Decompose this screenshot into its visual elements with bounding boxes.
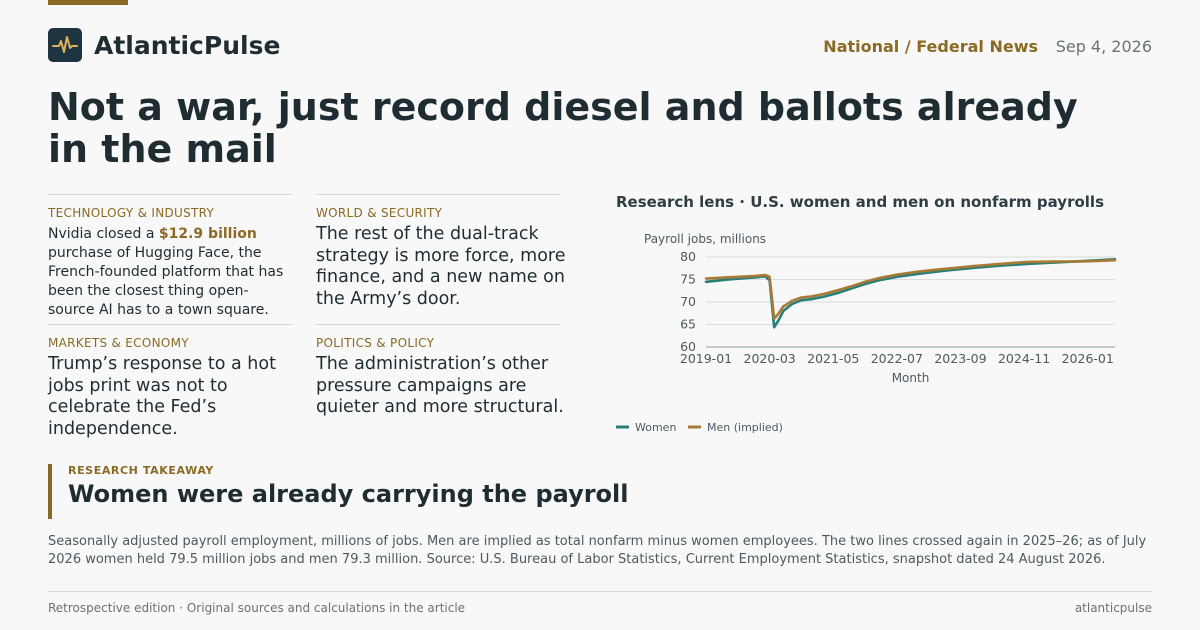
footer-note: Retrospective edition · Original sources… <box>48 601 466 615</box>
headline: Not a war, just record diesel and ballot… <box>48 85 1078 171</box>
card-kicker: POLITICS & POLICY <box>316 336 435 350</box>
card-text: Nvidia closed a $12.9 billion purchase o… <box>48 226 284 318</box>
chart-note: Seasonally adjusted payroll employment, … <box>48 534 1147 567</box>
payroll-chart-svg: 60 65 70 75 80 2019-01 2020-03 2021-05 2022-07 20… <box>616 232 1117 434</box>
card-text: The rest of the dual-track strategy is m… <box>316 224 566 309</box>
x-tick-label: 2021-05 <box>807 351 859 366</box>
card-kicker: MARKETS & ECONOMY <box>48 336 189 350</box>
y-tick-label: 70 <box>680 294 696 309</box>
story-card-politics[interactable]: POLITICS & POLICY The administration’s o… <box>316 324 564 417</box>
x-tick-label: 2024-11 <box>998 351 1050 366</box>
y-axis-label: Payroll jobs, millions <box>644 232 766 246</box>
brand-logo[interactable] <box>48 28 82 62</box>
legend-label: Women <box>635 421 676 434</box>
footer: Retrospective edition · Original sources… <box>48 591 1152 615</box>
story-card-markets[interactable]: MARKETS & ECONOMY Trump’s response to a … <box>48 324 292 439</box>
chart-title: Research lens · U.S. women and men on no… <box>616 193 1104 211</box>
story-card-world[interactable]: WORLD & SECURITY The rest of the dual-tr… <box>316 194 566 309</box>
site-header: AtlanticPulse National / Federal News Se… <box>48 28 1152 64</box>
legend-label: Men (implied) <box>707 421 783 434</box>
brand-name[interactable]: AtlanticPulse <box>94 31 281 60</box>
payroll-chart: 60 65 70 75 80 2019-01 2020-03 2021-05 2022-07 20… <box>616 190 1152 440</box>
research-takeaway: RESEARCH TAKEAWAY Women were already car… <box>48 464 752 519</box>
section-link[interactable]: National / Federal News <box>823 37 1038 56</box>
x-tick-label: 2022-07 <box>871 351 923 366</box>
y-tick-label: 60 <box>680 339 696 354</box>
y-tick-label: 75 <box>680 272 696 287</box>
y-tick-label: 65 <box>680 317 696 332</box>
x-tick-label: 2019-01 <box>680 351 732 366</box>
card-highlight: $12.9 billion <box>158 226 257 242</box>
publish-date: Sep 4, 2026 <box>1055 37 1152 56</box>
story-card-technology[interactable]: TECHNOLOGY & INDUSTRY Nvidia closed a $1… <box>48 194 292 318</box>
brand-accent-bar <box>48 0 128 5</box>
x-tick-label: 2026-01 <box>1062 351 1114 366</box>
card-text: The administration’s other pressure camp… <box>316 354 564 417</box>
series-line-men <box>704 258 1117 320</box>
pulse-icon <box>52 36 78 53</box>
series-line-women <box>704 258 1117 329</box>
takeaway-title: Women were already carrying the payroll <box>68 480 629 508</box>
card-kicker: TECHNOLOGY & INDUSTRY <box>48 206 215 220</box>
card-text: Trump’s response to a hot jobs print was… <box>48 354 276 439</box>
card-kicker: WORLD & SECURITY <box>316 206 443 220</box>
x-tick-label: 2020-03 <box>744 351 796 366</box>
takeaway-kicker: RESEARCH TAKEAWAY <box>68 464 214 477</box>
x-tick-label: 2023-09 <box>934 351 986 366</box>
x-axis-label: Month <box>892 371 930 385</box>
y-tick-label: 80 <box>680 249 696 264</box>
footer-site[interactable]: atlanticpulse <box>1074 601 1152 615</box>
